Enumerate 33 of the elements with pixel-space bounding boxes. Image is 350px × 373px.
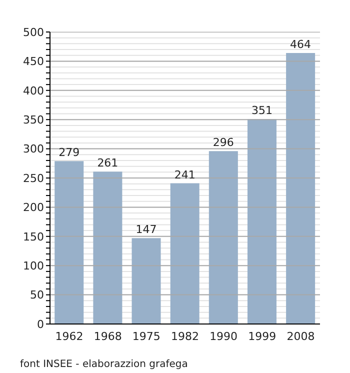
x-tick-label: 1999	[248, 330, 276, 343]
y-tick-label: 100	[23, 260, 44, 273]
data-label: 261	[97, 156, 118, 170]
data-label: 241	[174, 168, 196, 182]
bar	[54, 161, 84, 324]
x-tick-label: 1975	[132, 330, 160, 343]
data-label: 296	[212, 136, 234, 150]
data-label: 351	[251, 104, 272, 118]
y-tick-label: 300	[23, 142, 44, 156]
x-tick-label: 1990	[210, 330, 238, 343]
text: font INSEE - elaborazzion grafega	[20, 359, 189, 370]
bar	[286, 53, 316, 324]
x-tick-label: 2008	[286, 330, 315, 343]
bar	[208, 151, 238, 324]
bar	[93, 172, 122, 324]
x-tick-label: 1968	[94, 330, 122, 343]
y-tick-label: 400	[23, 84, 44, 98]
data-label: 279	[58, 146, 80, 160]
bar	[132, 238, 161, 324]
y-tick-label: 50	[30, 288, 44, 302]
data-label: 147	[136, 223, 157, 236]
y-tick-label: 350	[23, 114, 44, 127]
x-tick-label: 1962	[55, 330, 84, 343]
y-tick-label: 150	[23, 230, 44, 244]
y-tick-label: 0	[37, 318, 44, 331]
y-tick-label: 500	[23, 26, 44, 39]
bar	[247, 119, 276, 324]
y-tick-label: 250	[23, 172, 44, 185]
y-tick-label: 450	[23, 55, 44, 68]
x-tick-label: 1982	[171, 330, 199, 343]
bar	[170, 183, 200, 324]
data-label: 464	[290, 38, 312, 52]
y-tick-label: 200	[23, 201, 44, 214]
